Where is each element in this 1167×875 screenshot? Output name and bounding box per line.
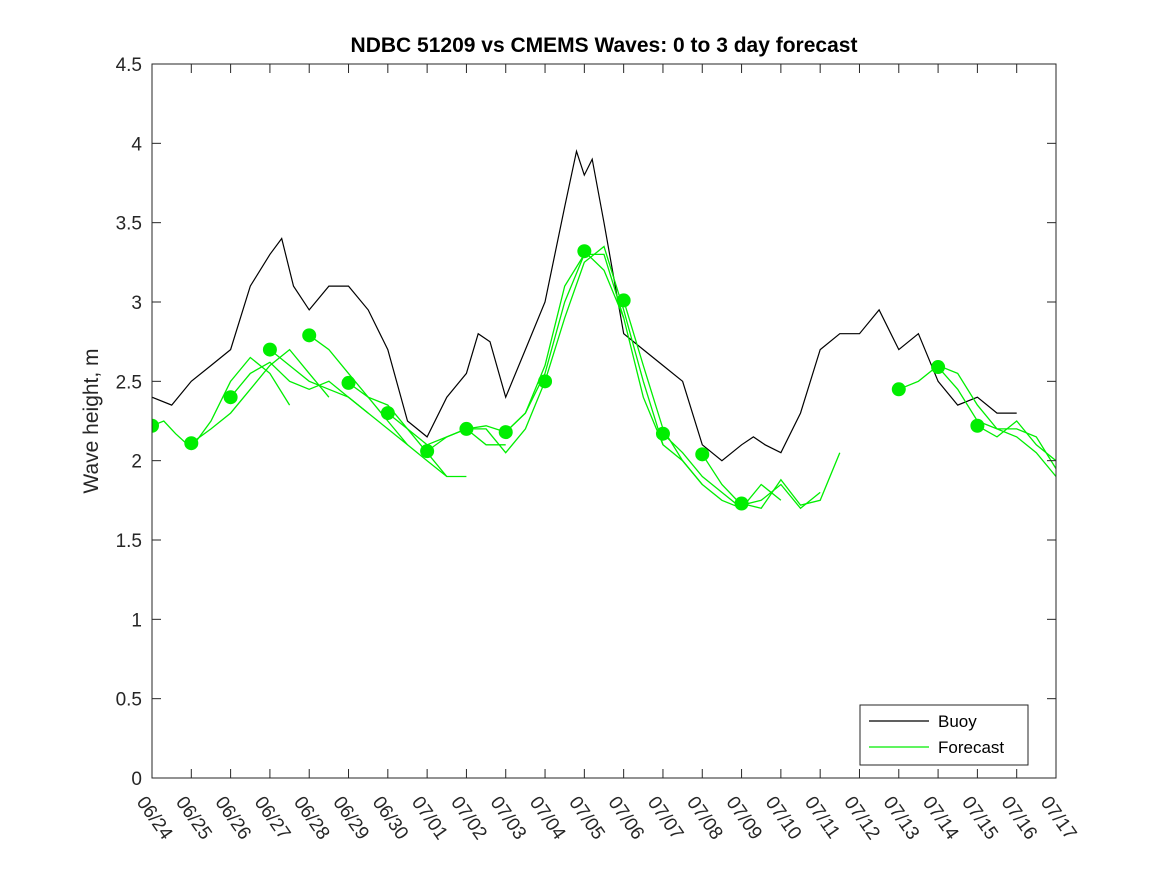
forecast-line-6 [387,412,506,446]
forecast-marker-13 [655,426,670,441]
x-tick-label: 06/28 [289,793,333,844]
forecast-marker-14 [695,447,710,462]
forecast-marker-5 [341,375,356,390]
y-tick-label: 3 [131,293,142,314]
x-tick-label: 07/09 [721,793,765,844]
forecast-line-11 [583,250,703,485]
forecast-marker-11 [577,244,592,259]
forecast-line-1 [190,348,330,444]
forecast-marker-2 [223,390,238,405]
forecast-marker-8 [459,421,474,436]
x-tick-label: 06/30 [368,793,412,844]
x-tick-label: 07/02 [446,793,490,844]
x-tick-label: 07/14 [918,793,963,844]
forecast-line-12 [623,300,742,509]
forecast-marker-12 [616,293,631,308]
y-tick-label: 0 [131,769,142,790]
forecast-line-9 [505,253,625,433]
forecast-marker-10 [538,374,553,389]
x-tick-label: 07/11 [800,793,844,843]
axes-box [151,63,1057,779]
forecast-marker-9 [498,425,513,440]
y-tick-label: 4 [131,134,142,155]
forecast-marker-0 [152,418,159,433]
forecast-line-0 [152,356,291,449]
forecast-marker-16 [891,382,906,397]
forecast-marker-3 [262,342,277,357]
y-tick-label: 3.5 [116,214,142,235]
y-tick-label: 1 [131,610,142,631]
forecast-marker-4 [302,328,317,343]
forecast-line-8 [466,254,585,433]
forecast-marker-6 [380,406,395,421]
forecast-line-3 [269,349,408,446]
x-tick-label: 06/26 [211,793,255,844]
forecast-marker-17 [931,360,946,375]
legend-forecast-label: Forecast [938,738,1004,757]
x-tick-label: 07/06 [604,793,648,844]
forecast-line-2 [230,361,369,414]
y-tick-label: 2.5 [116,372,142,393]
x-tick-label: 07/16 [997,793,1041,844]
forecast-line-16 [898,364,1056,469]
forecast-marker-15 [734,496,749,511]
chart-title: NDBC 51209 vs CMEMS Waves: 0 to 3 day fo… [351,34,858,57]
x-tick-label: 06/25 [171,793,215,844]
y-tick-label: 1.5 [116,531,142,552]
x-tick-label: 06/24 [132,793,177,844]
forecast-line-17 [937,366,1056,477]
legend-box [859,704,1029,766]
forecast-line-5 [348,382,467,478]
forecast-line-18 [977,420,1056,462]
x-tick-label: 07/12 [839,793,883,844]
y-axis-label: Wave height, m [80,348,103,493]
forecast-line-14 [701,453,821,510]
x-tick-label: 07/03 [486,793,530,844]
x-tick-label: 07/04 [525,793,570,844]
legend-buoy-label: Buoy [938,712,977,731]
forecast-marker-1 [184,436,199,451]
legend: Buoy Forecast [859,704,1029,766]
forecast-line-15 [741,452,841,510]
x-tick-label: 07/17 [1036,793,1080,844]
x-tick-label: 07/01 [407,793,451,844]
forecast-marker-18 [970,418,985,433]
x-tick-label: 07/05 [564,793,608,844]
plot-area [152,148,1056,511]
x-tick-label: 06/29 [328,793,372,844]
x-tick-label: 07/08 [682,793,726,844]
x-tick-label: 07/13 [879,793,923,844]
x-tick-label: 07/10 [761,793,805,844]
forecast-marker-7 [420,444,435,459]
forecast-line-4 [308,334,448,478]
x-tick-label: 07/15 [957,793,1001,844]
forecast-line-7 [426,381,546,454]
y-tick-label: 2 [131,452,142,473]
forecast-line-10 [544,245,664,445]
y-tick-label: 0.5 [116,690,142,711]
y-tick-label: 4.5 [116,55,142,76]
x-tick-label: 06/27 [250,793,294,844]
buoy-line [152,148,1017,462]
x-tick-label: 07/07 [643,793,687,844]
forecast-line-13 [662,433,782,510]
